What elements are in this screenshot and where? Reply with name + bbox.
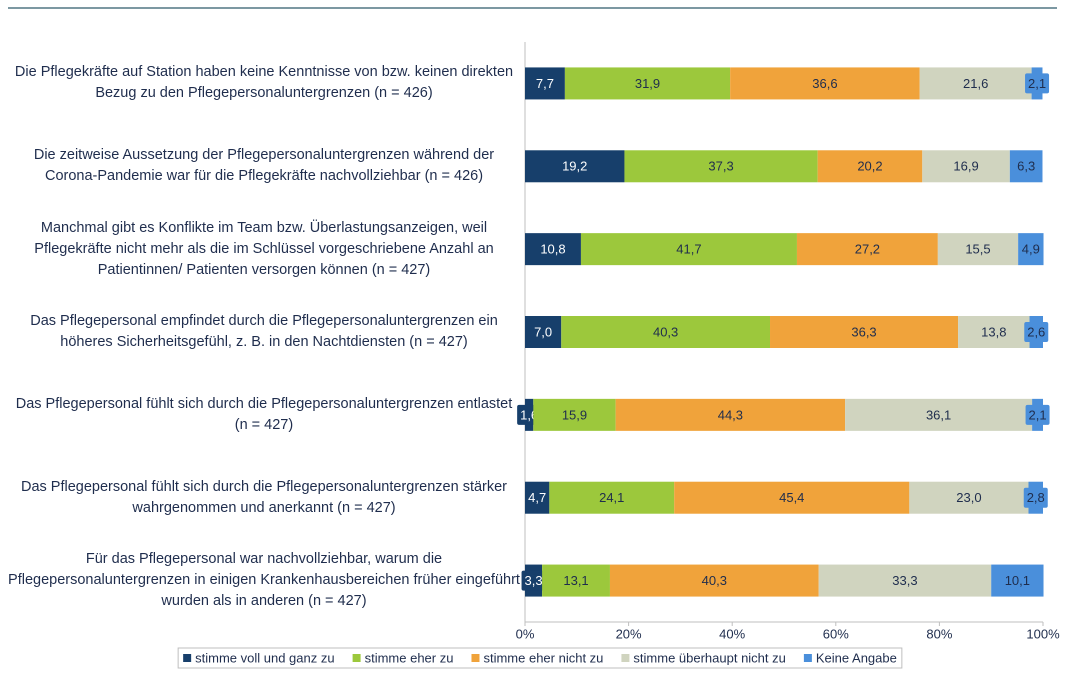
- data-label: 20,2: [857, 159, 882, 174]
- legend-label: Keine Angabe: [816, 650, 897, 665]
- data-label: 2,1: [1028, 76, 1046, 91]
- x-tick-label: 60%: [823, 626, 849, 641]
- label-box: [1023, 487, 1048, 508]
- x-tick-label: 0%: [516, 626, 535, 641]
- bar-segment: [796, 233, 938, 266]
- data-label: 44,3: [718, 407, 743, 422]
- legend-swatch: [183, 654, 192, 662]
- data-label: 2,8: [1027, 490, 1045, 505]
- legend-swatch: [471, 654, 480, 662]
- bar-segment: [542, 564, 610, 597]
- data-label: 31,9: [635, 76, 660, 91]
- data-label: 4,7: [528, 490, 546, 505]
- legend-label: stimme eher nicht zu: [483, 650, 603, 665]
- bar-segment: [525, 67, 565, 100]
- bar-segment: [561, 316, 771, 348]
- category-label: Die Pflegekräfte auf Station haben keine…: [14, 64, 514, 102]
- label-box: [1025, 404, 1050, 425]
- label-box: [1025, 73, 1050, 94]
- data-label: 4,9: [1022, 242, 1040, 257]
- data-label: 27,2: [855, 242, 880, 257]
- bar-segment: [525, 150, 625, 183]
- bar-segment: [818, 564, 992, 597]
- x-tick-label: 100%: [1026, 626, 1060, 641]
- bar-segment: [525, 481, 550, 514]
- data-label: 3,3: [525, 573, 543, 588]
- legend-frame: [177, 647, 903, 669]
- bar-segment: [1009, 150, 1043, 183]
- legend-swatch: [352, 654, 361, 662]
- bar-segment: [817, 150, 923, 183]
- bar-segment: [958, 316, 1030, 348]
- data-label: 24,1: [599, 490, 624, 505]
- data-label: 10,8: [540, 242, 565, 257]
- legend-label: stimme eher zu: [365, 650, 454, 665]
- bar-segment: [730, 67, 920, 100]
- bar-segment: [564, 67, 731, 100]
- data-label: 6,3: [1017, 159, 1035, 174]
- bar-segment: [549, 481, 675, 514]
- bar-segment: [525, 233, 581, 266]
- bar-segment: [580, 233, 797, 266]
- data-label: 15,9: [562, 407, 587, 422]
- data-label: 40,3: [653, 324, 678, 339]
- category-label: Das Pflegepersonal fühlt sich durch die …: [15, 395, 513, 433]
- x-tick-label: 80%: [926, 626, 952, 641]
- bar-segment: [991, 564, 1044, 597]
- data-label: 41,7: [676, 242, 701, 257]
- bar-segment: [624, 150, 818, 183]
- data-label: 2,1: [1029, 407, 1047, 422]
- bar-segment: [770, 316, 959, 348]
- bar-segment: [937, 233, 1019, 266]
- data-label: 13,8: [981, 324, 1006, 339]
- x-tick-label: 40%: [719, 626, 745, 641]
- data-label: 23,0: [956, 490, 981, 505]
- data-label: 37,3: [708, 159, 733, 174]
- data-label: 36,3: [851, 324, 876, 339]
- bar-segment: [1018, 233, 1044, 266]
- legend-swatch: [621, 654, 630, 662]
- bar-segment: [525, 316, 562, 348]
- bar-segment: [674, 481, 910, 514]
- bar-segment: [845, 398, 1033, 431]
- legend-label: stimme voll und ganz zu: [195, 650, 334, 665]
- bar-segment: [909, 481, 1029, 514]
- data-label: 40,3: [702, 573, 727, 588]
- data-label: 33,3: [892, 573, 917, 588]
- x-tick-label: 20%: [616, 626, 642, 641]
- data-label: 16,9: [953, 159, 978, 174]
- bar-segment: [919, 67, 1032, 100]
- bar-segment: [922, 150, 1010, 183]
- bar-segment: [609, 564, 819, 597]
- category-label: Für das Pflegepersonal war nachvollziehb…: [8, 551, 520, 610]
- bar-segment: [615, 398, 846, 431]
- legend-label: stimme überhaupt nicht zu: [633, 650, 785, 665]
- data-label: 2,6: [1027, 324, 1045, 339]
- category-label: Die zeitweise Aussetzung der Pflegeperso…: [33, 147, 495, 185]
- label-box: [521, 570, 546, 591]
- data-label: 13,1: [563, 573, 588, 588]
- legend-swatch: [803, 654, 812, 662]
- data-label: 15,5: [965, 242, 990, 257]
- data-label: 21,6: [963, 76, 988, 91]
- label-box: [1024, 322, 1049, 342]
- data-label: 19,2: [562, 159, 587, 174]
- data-label: 45,4: [779, 490, 804, 505]
- data-label: 7,0: [534, 324, 552, 339]
- category-label: Das Pflegepersonal fühlt sich durch die …: [20, 478, 508, 516]
- data-label: 36,1: [926, 407, 951, 422]
- data-label: 36,6: [812, 76, 837, 91]
- data-label: 10,1: [1005, 573, 1030, 588]
- category-label: Das Pflegepersonal empfindet durch die P…: [30, 313, 498, 350]
- category-label: Manchmal gibt es Konflikte im Team bzw. …: [34, 219, 494, 278]
- bar-segment: [533, 398, 616, 431]
- data-label: 7,7: [536, 76, 554, 91]
